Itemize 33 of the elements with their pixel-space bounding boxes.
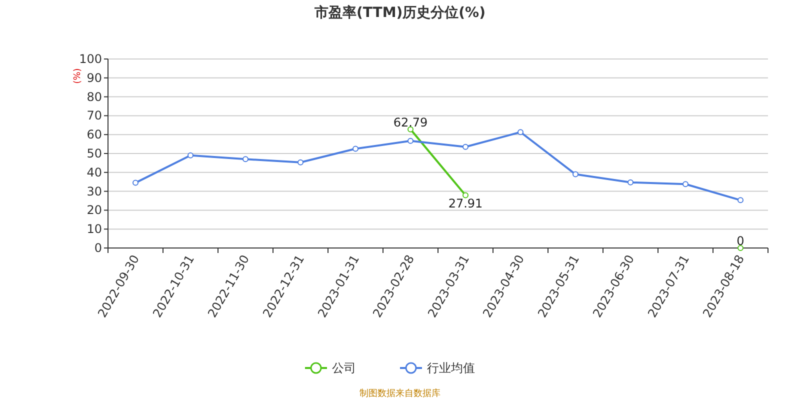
point — [408, 138, 414, 144]
y-tick-label: 90 — [86, 70, 102, 85]
point — [628, 179, 634, 186]
point — [518, 129, 524, 136]
point — [462, 192, 468, 198]
point — [738, 197, 744, 204]
y-tick-label: 10 — [86, 222, 102, 236]
y-tick-label: 0 — [94, 241, 102, 255]
point — [298, 159, 304, 166]
chart-title: 市盈率(TTM)历史分位(%) — [314, 4, 486, 21]
point — [462, 144, 468, 150]
point — [682, 181, 688, 188]
data-label: 0 — [736, 234, 744, 248]
y-tick-label: 50 — [86, 146, 102, 160]
y-tick-label: 40 — [86, 165, 102, 180]
y-tick-label: 100 — [79, 52, 102, 66]
point — [188, 152, 194, 158]
y-tick-label: 60 — [86, 128, 102, 142]
legend-label: 行业均值 — [427, 361, 475, 375]
point — [352, 146, 358, 152]
y-tick-label: 30 — [86, 184, 102, 198]
point — [572, 171, 578, 178]
legend-label: 公司 — [332, 361, 356, 375]
point — [242, 156, 248, 162]
y-axis-title: (%) — [73, 68, 83, 84]
text: 制图数据来自数据库 — [360, 388, 440, 399]
data-label: 27.91 — [448, 196, 483, 210]
data-label: 62.79 — [393, 115, 428, 130]
y-tick-label: 20 — [86, 203, 102, 218]
y-tick-label: 70 — [86, 108, 102, 123]
point — [738, 245, 744, 251]
y-tick-label: 80 — [86, 90, 102, 104]
point — [132, 180, 138, 186]
